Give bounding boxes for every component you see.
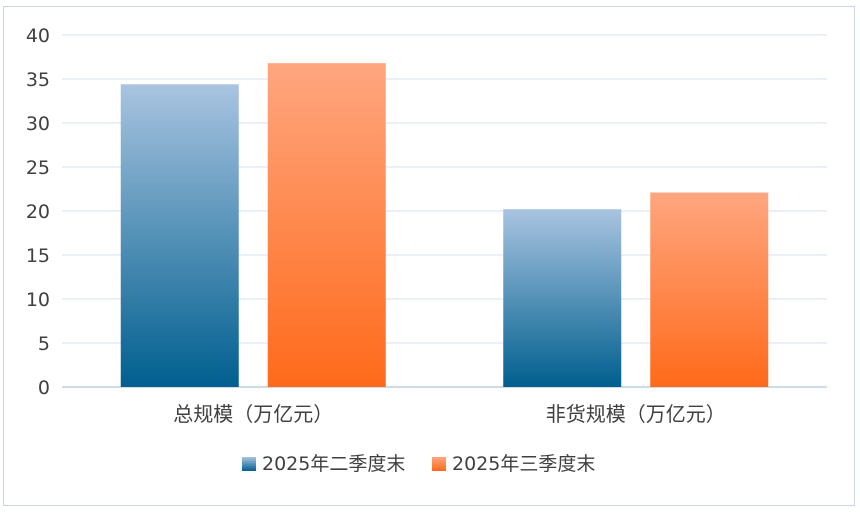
legend-label: 2025年三季度末	[452, 453, 595, 475]
bar-1-1	[120, 84, 239, 387]
y-tick-label: 30	[26, 113, 50, 135]
bar-1-2	[503, 209, 622, 387]
bars	[120, 63, 769, 387]
legend: 2025年二季度末 2025年三季度末	[242, 453, 595, 475]
x-axis-labels: 总规模（万亿元） 非货规模（万亿元）	[173, 402, 726, 426]
y-tick-label: 40	[26, 25, 50, 47]
y-axis-ticks: 0 5 10 15 20 25 30 35 40	[26, 25, 50, 399]
legend-swatch	[242, 457, 256, 471]
bar-chart: 0 5 10 15 20 25 30 35 40 总规模（万亿元） 非货规模（万亿元） 2025年…	[26, 25, 827, 475]
bar-2-2	[650, 192, 769, 387]
legend-label: 2025年二季度末	[262, 453, 405, 475]
y-tick-label: 25	[26, 157, 50, 179]
chart-frame: 0 5 10 15 20 25 30 35 40 总规模（万亿元） 非货规模（万亿元） 2025年…	[3, 6, 855, 506]
y-tick-label: 0	[38, 377, 50, 399]
legend-swatch	[432, 457, 446, 471]
y-tick-label: 10	[26, 289, 50, 311]
y-tick-label: 35	[26, 69, 50, 91]
y-tick-label: 20	[26, 201, 50, 223]
x-category-label: 非货规模（万亿元）	[546, 402, 726, 426]
y-tick-label: 5	[38, 333, 50, 355]
y-tick-label: 15	[26, 245, 50, 267]
x-category-label: 总规模（万亿元）	[173, 402, 333, 426]
bar-2-1	[267, 63, 386, 387]
